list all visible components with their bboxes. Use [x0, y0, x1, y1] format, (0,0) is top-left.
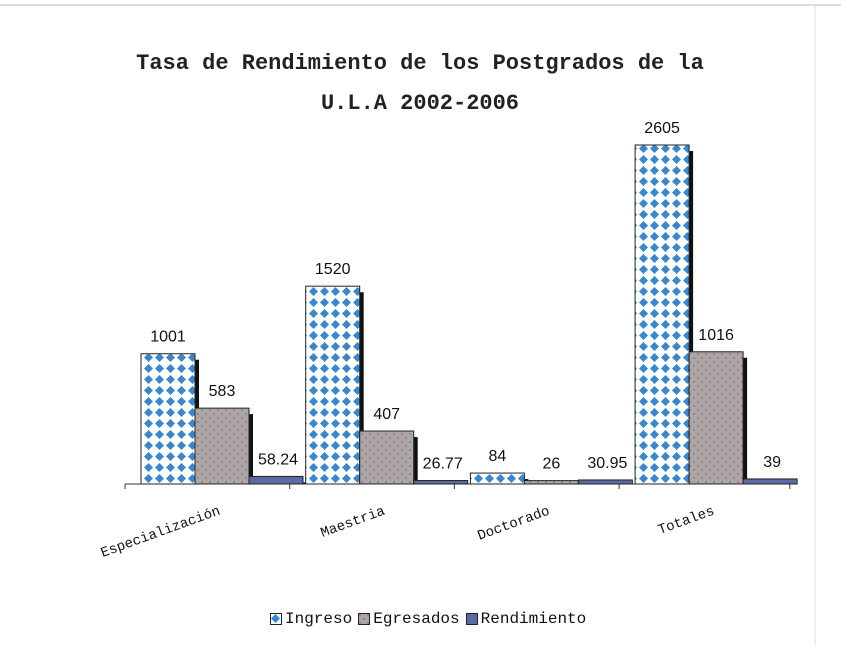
- legend-item: Ingreso: [270, 610, 352, 628]
- x-tick-label: Maestria: [319, 504, 388, 542]
- data-label: 58.24: [258, 451, 298, 468]
- legend-item: Rendimiento: [465, 610, 587, 628]
- data-label: 39: [763, 454, 781, 471]
- data-label: 583: [209, 383, 236, 400]
- bar-shadow: [302, 482, 307, 484]
- x-tick-label: Doctorado: [476, 504, 553, 545]
- bar: [688, 351, 744, 485]
- legend-label: Ingreso: [285, 610, 353, 628]
- bar-shadow: [248, 414, 253, 484]
- data-label: 84: [489, 448, 507, 465]
- data-label: 407: [373, 406, 400, 423]
- bar: [140, 353, 196, 485]
- bar: [248, 475, 304, 485]
- bar: [742, 478, 798, 485]
- legend-swatch: [270, 613, 282, 625]
- data-label: 1520: [315, 261, 351, 278]
- legend-item: Egresados: [358, 610, 460, 628]
- bar: [469, 472, 525, 485]
- bar-shadow: [358, 292, 364, 484]
- legend-swatch: [465, 613, 478, 625]
- legend-label: Rendimiento: [480, 610, 587, 628]
- data-label: 26: [543, 456, 561, 473]
- data-label: 26.77: [423, 456, 463, 473]
- legend: Ingreso Egresados Rendimiento: [270, 610, 586, 628]
- bar: [305, 285, 361, 485]
- legend-label: Egresados: [373, 610, 460, 628]
- data-label: 2605: [644, 120, 680, 137]
- bar: [413, 480, 469, 485]
- x-tick-label: Especialización: [99, 504, 223, 562]
- bar: [194, 407, 250, 485]
- bar: [523, 480, 579, 485]
- bar: [577, 479, 633, 485]
- data-label: 1001: [150, 329, 186, 346]
- bar: [359, 430, 415, 485]
- chart-title: Tasa de Rendimiento de los Postgrados de…: [136, 51, 704, 116]
- data-label: 1016: [698, 327, 734, 344]
- bar: [634, 144, 690, 485]
- bar-shadow: [412, 437, 418, 484]
- bar-shadow: [742, 357, 748, 484]
- legend-swatch: [358, 613, 371, 625]
- x-tick-label: Totales: [656, 504, 717, 539]
- bar-shadow: [688, 151, 694, 484]
- data-label: 30.95: [587, 455, 627, 472]
